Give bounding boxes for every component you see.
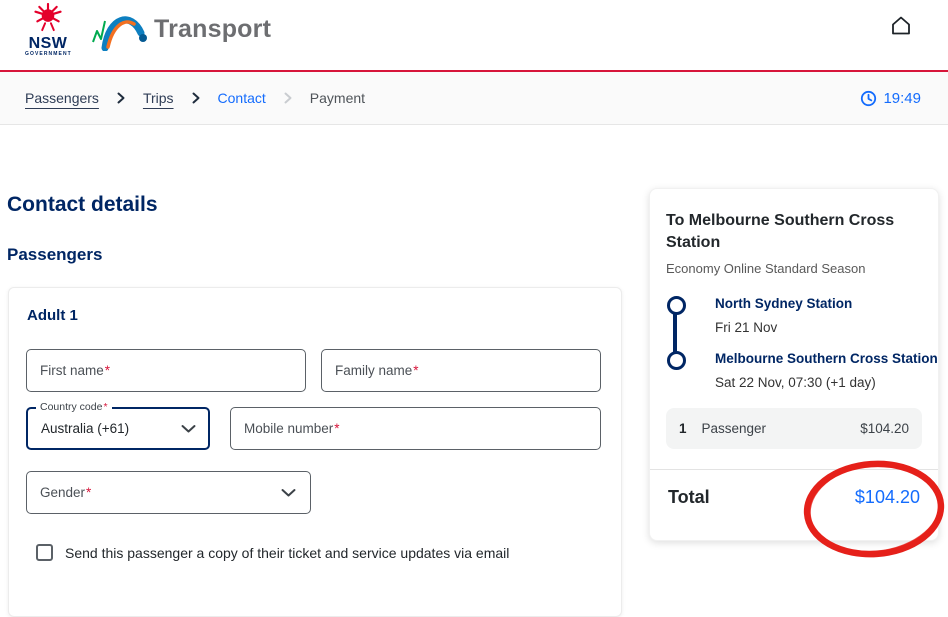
- family-name-label: Family name: [335, 363, 413, 378]
- breadcrumb-payment: Payment: [309, 90, 366, 106]
- passenger-row-label: Passenger: [701, 421, 767, 436]
- nsw-government-logo[interactable]: NSW GOVERNMENT: [25, 2, 72, 57]
- first-name-label: First name: [40, 363, 104, 378]
- home-button[interactable]: [887, 12, 915, 40]
- nsw-logo-text: NSW: [28, 35, 68, 52]
- trip-summary-card: To Melbourne Southern Cross Station Econ…: [649, 188, 939, 541]
- clock-icon: [861, 90, 877, 106]
- required-asterisk: *: [104, 363, 111, 378]
- origin-datetime: Fri 21 Nov: [715, 320, 778, 335]
- chevron-down-icon: [281, 485, 296, 500]
- required-asterisk: *: [413, 363, 419, 378]
- destination-station: Melbourne Southern Cross Station: [715, 351, 938, 366]
- chevron-right-icon: [283, 92, 293, 104]
- email-copy-label: Send this passenger a copy of their tick…: [65, 544, 510, 561]
- mobile-number-input[interactable]: Mobile number *: [230, 407, 601, 450]
- total-value: $104.20: [854, 487, 920, 507]
- required-asterisk: *: [103, 401, 108, 413]
- destination-datetime: Sat 22 Nov, 07:30 (+1 day): [715, 375, 876, 390]
- mobile-number-label: Mobile number: [244, 421, 334, 436]
- breadcrumb-trips[interactable]: Trips: [142, 90, 174, 106]
- header: NSW GOVERNMENT Transport: [0, 0, 948, 70]
- total-label: Total: [668, 487, 710, 507]
- chevron-down-icon: [181, 421, 196, 436]
- timeline-stop-icon: [667, 296, 686, 315]
- origin-leg: North Sydney Station Fri 21 Nov: [667, 296, 922, 335]
- session-timer-value: 19:49: [883, 89, 921, 107]
- transport-logo[interactable]: Transport: [92, 7, 271, 51]
- itinerary-timeline: North Sydney Station Fri 21 Nov Melbourn…: [666, 296, 938, 390]
- timeline-stop-icon: [667, 351, 686, 370]
- passenger-form-panel: [8, 287, 622, 617]
- destination-leg: Melbourne Southern Cross Station Sat 22 …: [667, 351, 938, 390]
- passenger-row-price: $104.20: [860, 421, 909, 436]
- gender-label: Gender: [40, 485, 86, 500]
- breadcrumb-passengers[interactable]: Passengers: [25, 90, 99, 106]
- breadcrumb: Passengers Trips Contact Payment: [25, 90, 365, 106]
- required-asterisk: *: [86, 485, 92, 500]
- gender-select[interactable]: Gender *: [26, 471, 311, 514]
- transport-swoosh-icon: [92, 16, 147, 51]
- waratah-icon: [34, 2, 62, 32]
- passengers-section-title: Passengers: [7, 245, 103, 264]
- page-title: Contact details: [7, 193, 158, 216]
- government-logo-text: GOVERNMENT: [25, 51, 72, 57]
- transport-logo-text: Transport: [154, 14, 272, 43]
- country-code-value: Australia (+61): [41, 421, 130, 436]
- passenger-group-title: Adult 1: [27, 307, 78, 324]
- home-icon: [892, 16, 910, 35]
- total-row: Total $104.20: [666, 470, 922, 508]
- email-copy-checkbox[interactable]: [36, 544, 53, 561]
- progress-breadcrumb-bar: Passengers Trips Contact Payment 19:49: [0, 70, 948, 125]
- country-code-select[interactable]: Country code* Australia (+61): [26, 401, 210, 450]
- breadcrumb-contact: Contact: [217, 90, 266, 106]
- first-name-input[interactable]: First name *: [26, 349, 306, 392]
- timeline-connector: [673, 306, 677, 368]
- passenger-fare-row: 1 Passenger $104.20: [666, 408, 922, 449]
- fare-class: Economy Online Standard Season: [666, 261, 866, 276]
- required-asterisk: *: [334, 421, 340, 436]
- session-timer: 19:49: [860, 72, 921, 124]
- email-copy-option: Send this passenger a copy of their tick…: [36, 544, 509, 561]
- trip-summary-title: To Melbourne Southern Cross Station: [666, 212, 895, 251]
- chevron-right-icon: [116, 92, 126, 104]
- total-divider: [650, 469, 938, 470]
- country-code-label: Country code*: [36, 401, 112, 413]
- family-name-input[interactable]: Family name *: [321, 349, 601, 392]
- passenger-count: 1: [679, 421, 687, 436]
- chevron-right-icon: [191, 92, 201, 104]
- origin-station: North Sydney Station: [715, 296, 853, 311]
